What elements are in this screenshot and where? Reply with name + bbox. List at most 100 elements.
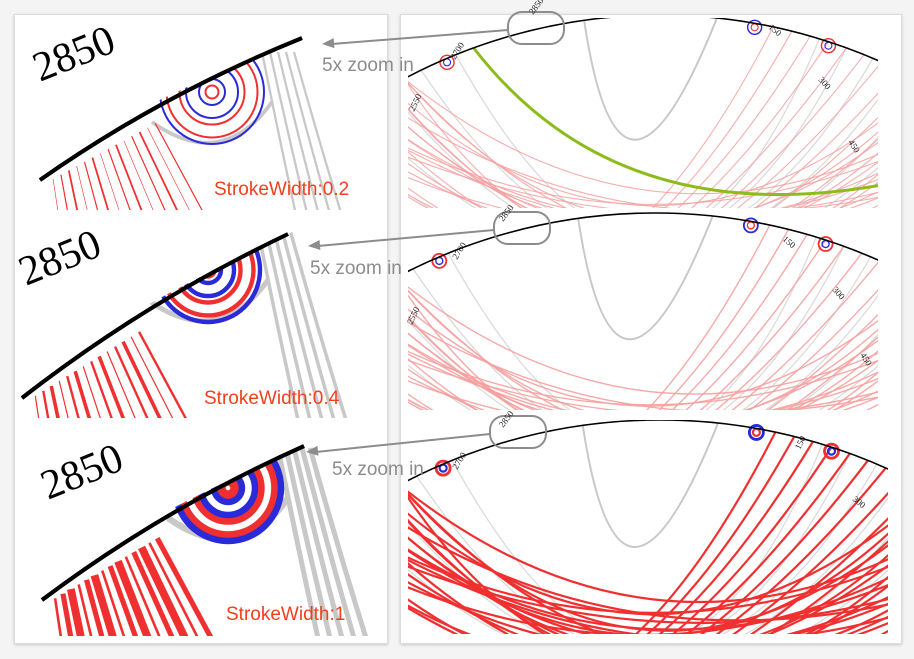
chord: [408, 565, 888, 624]
self-loop-marker: [747, 424, 765, 441]
chord: [754, 92, 878, 208]
chord: [408, 162, 483, 208]
background-mask: [38, 20, 322, 163]
chord-strand: [60, 593, 74, 636]
chord-strand: [90, 574, 117, 636]
chord: [408, 564, 888, 634]
gray-link: [291, 447, 345, 636]
chord: [408, 495, 547, 634]
self-loop-marker: [817, 236, 834, 252]
chord: [408, 532, 888, 634]
callout-arrow-line: [331, 29, 509, 45]
gray-link: [416, 453, 851, 634]
tick-label: 450: [846, 138, 862, 155]
gray-link: [408, 333, 878, 410]
zoom-region-marker: [493, 211, 551, 245]
self-loop-marker: [346, 515, 353, 522]
self-loop-marker: [265, 365, 279, 379]
chord: [408, 82, 878, 208]
self-loop-marker: [893, 269, 900, 276]
chord: [408, 125, 878, 208]
chord: [767, 313, 878, 410]
zoomed-chord-detail-2: [20, 226, 348, 418]
chord: [408, 359, 878, 410]
chord-strand: [123, 140, 154, 210]
chord-strand: [84, 579, 105, 636]
self-loop-marker: [278, 168, 285, 175]
chord: [408, 371, 878, 410]
gray-link: [408, 294, 878, 410]
chord: [408, 359, 878, 410]
chord: [685, 239, 827, 410]
self-loop-marker: [348, 105, 362, 119]
gray-link: [260, 51, 297, 210]
self-loop-marker: [339, 304, 353, 318]
chord: [691, 41, 829, 208]
zoom-callouts: [306, 11, 565, 456]
genome-arc: [20, 232, 289, 400]
gray-link: [150, 100, 274, 145]
self-loop-marker: [895, 71, 902, 78]
chord: [664, 30, 793, 208]
chord: [408, 380, 878, 410]
chord: [408, 181, 878, 208]
chord-strand: [73, 370, 92, 418]
zoomed-chord-detail-3: [40, 430, 368, 636]
chord-strand: [66, 375, 80, 418]
chord: [408, 316, 524, 410]
callout-arrowhead: [322, 38, 335, 49]
overview-chord-diagram-2: [265, 212, 900, 410]
chord: [408, 107, 878, 208]
chord-strand: [154, 123, 203, 210]
chord: [408, 289, 878, 410]
row-1: 2850 StrokeWidth:0.2 5x zoom in: [27, 17, 902, 210]
chord: [408, 518, 888, 634]
chord-strand: [138, 131, 178, 210]
gray-link: [408, 58, 874, 208]
genome-circle-arc: [408, 420, 888, 482]
chord: [736, 65, 878, 208]
chord: [408, 315, 878, 410]
tick-label: 2700: [448, 40, 466, 61]
tick-labels: 2850270025501503004502850270025501503004…: [405, 0, 874, 511]
chord-strand: [148, 542, 199, 636]
genome-arc: [40, 444, 305, 602]
chord: [408, 149, 556, 208]
chord: [768, 539, 888, 634]
chord: [408, 350, 878, 406]
self-loop-marker: [343, 308, 350, 315]
chord-strand: [115, 144, 143, 210]
tick-label: 150: [767, 22, 784, 39]
self-loop-marker: [746, 19, 763, 35]
chord-strand: [77, 584, 93, 636]
chord: [791, 138, 878, 208]
chord: [732, 491, 888, 634]
self-loop-marker: [746, 221, 756, 230]
self-loop-marker: [271, 576, 278, 583]
chord-strand: [90, 360, 113, 418]
chord-strand: [147, 127, 190, 210]
chord-strand: [107, 148, 131, 210]
chord-strand: [101, 570, 126, 636]
chord: [408, 343, 878, 410]
chord: [408, 328, 878, 410]
chord: [408, 117, 878, 208]
chord-strand: [138, 545, 189, 636]
chord: [408, 102, 878, 207]
gray-link: [292, 51, 342, 210]
self-loop-marker: [268, 368, 275, 375]
tick-label: 2550: [407, 92, 424, 113]
gray-link: [275, 447, 321, 636]
genome-arc: [38, 36, 303, 182]
chord: [408, 375, 878, 410]
gray-link: [284, 51, 331, 210]
row-3: 2850 StrokeWidth:1 5x zoom in: [35, 420, 910, 636]
chord: [408, 156, 878, 208]
chord: [408, 606, 888, 634]
chord: [408, 83, 522, 208]
chord: [408, 580, 888, 634]
self-loop-marker: [896, 473, 910, 487]
chord-strand: [83, 161, 99, 210]
chord: [408, 131, 878, 208]
